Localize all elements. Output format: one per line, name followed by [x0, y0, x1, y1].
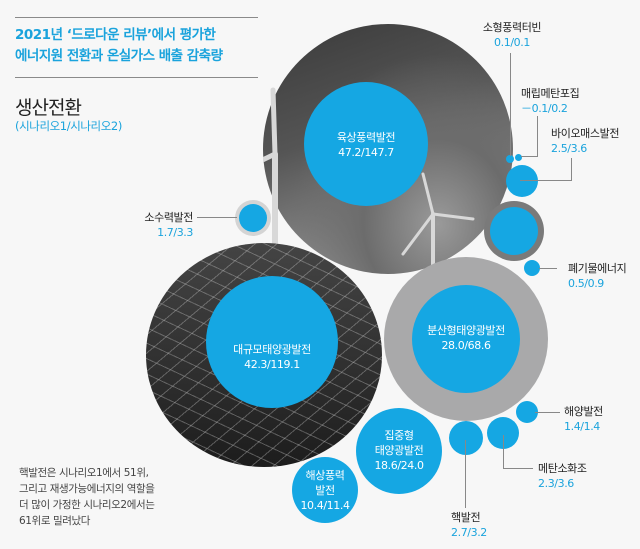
title-top-rule [15, 17, 258, 18]
ocean-power-leader [535, 412, 560, 413]
small-hydro-label: 소수력발전 1.7/3.3 [144, 211, 193, 239]
biomass-label: 바이오매스발전 2.5/3.6 [551, 127, 620, 155]
biomass-leader-h [520, 180, 572, 181]
offshore-wind-label: 해상풍력 발전 10.4/11.4 [300, 469, 350, 512]
section-title: 생산전환 [15, 97, 82, 119]
biomass-circle [506, 165, 538, 197]
concentrated-solar-circle [356, 408, 442, 494]
distributed-solar-scenario1-circle [412, 285, 520, 393]
landfill-methane-leader-v [537, 116, 538, 157]
onshore-wind-scenario1-circle [304, 82, 428, 206]
landfill-methane-leader-h [521, 156, 538, 157]
nuclear-rank-note: 핵발전은 시나리오1에서 51위, 그리고 재생가능에너지의 역할을 더 많이 … [19, 467, 155, 527]
offshore-wind-circle [292, 457, 358, 523]
biomass-leader-v [571, 158, 572, 181]
concentrated-solar-label: 집중형 태양광발전 18.6/24.0 [374, 429, 424, 472]
nuclear-label: 핵발전 2.7/3.2 [451, 511, 487, 539]
waste-energy-label: 폐기물에너지 0.5/0.9 [568, 262, 627, 290]
small-hydro-scenario1-circle [239, 204, 267, 232]
methane-digester-leader-h [503, 468, 533, 469]
onshore-wind-label: 육상풍력발전 47.2/147.7 [336, 131, 396, 159]
small-wind-circle [506, 155, 514, 163]
nuclear-leader-line [465, 440, 466, 508]
chart-title: 2021년 ‘드로다운 리뷰’에서 평가한 에너지원 전환과 온실가스 배출 감… [15, 27, 223, 64]
distributed-solar-label: 분산형태양광발전 28.0/68.6 [427, 324, 505, 352]
waste-energy-circle [524, 260, 540, 276]
ocean-power-label: 해양발전 1.4/1.4 [564, 405, 603, 433]
nuclear-circle [449, 421, 483, 455]
title-bottom-rule [15, 77, 258, 78]
utility-solar-label: 대규모태양광발전 42.3/119.1 [233, 343, 311, 371]
ringed-circle-inner [490, 207, 538, 255]
section-subtitle: (시나리오1/시나리오2) [15, 119, 122, 133]
small-hydro-leader [197, 217, 237, 218]
utility-solar-scenario1-circle [206, 276, 338, 408]
waste-energy-leader [539, 268, 557, 269]
landfill-methane-label: 매립메탄포집 －0.1/0.2 [521, 87, 580, 115]
ocean-power-circle [516, 401, 538, 423]
small-wind-leader [510, 53, 511, 156]
landfill-methane-circle [515, 154, 522, 161]
methane-digester-leader-v [503, 435, 504, 469]
methane-digester-label: 메탄소화조 2.3/3.6 [538, 462, 587, 490]
small-wind-label: 소형풍력터빈 0.1/0.1 [482, 21, 542, 49]
